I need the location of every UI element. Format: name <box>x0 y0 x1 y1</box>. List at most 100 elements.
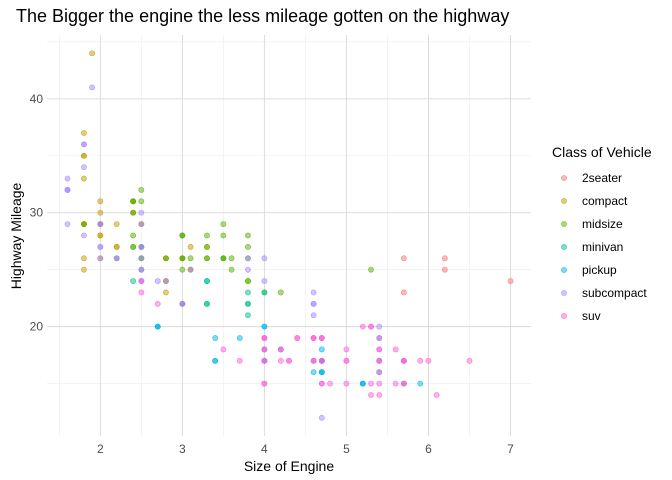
legend-key <box>561 267 567 273</box>
data-point <box>441 255 448 262</box>
data-point <box>220 255 227 262</box>
data-point <box>138 198 145 205</box>
data-point <box>228 255 235 262</box>
data-point <box>228 266 235 273</box>
data-point <box>130 243 137 250</box>
data-point <box>343 357 350 364</box>
data-point <box>204 278 210 284</box>
data-point <box>138 266 145 273</box>
data-point <box>245 278 251 284</box>
legend-key <box>561 290 567 296</box>
y-axis-ticks: 20 30 40 <box>30 92 44 334</box>
data-point <box>245 266 251 273</box>
data-point <box>113 255 120 262</box>
data-point <box>212 335 219 341</box>
data-point <box>376 323 383 330</box>
data-point <box>245 312 251 319</box>
data-point <box>376 380 383 387</box>
data-point <box>310 289 317 296</box>
data-point <box>212 357 219 364</box>
data-point <box>81 164 87 171</box>
x-tick-label: 3 <box>179 442 186 456</box>
data-point <box>392 346 399 353</box>
data-point <box>376 369 383 376</box>
data-point <box>179 266 186 273</box>
data-point <box>204 232 210 239</box>
data-point <box>97 232 104 239</box>
data-point <box>64 175 71 182</box>
legend-label: suv <box>582 309 601 323</box>
legend-label: minivan <box>582 240 623 254</box>
data-point <box>154 278 161 284</box>
data-point <box>81 221 87 228</box>
y-tick-label: 20 <box>30 320 44 334</box>
data-point <box>236 335 243 341</box>
legend: Class of Vehicle 2seater compact midsize mi… <box>552 144 652 323</box>
legend-label: midsize <box>582 217 623 231</box>
x-tick-label: 7 <box>507 442 514 456</box>
data-point <box>417 357 424 364</box>
data-point <box>81 232 87 239</box>
data-point <box>286 357 292 364</box>
data-point <box>204 300 210 307</box>
data-point <box>236 357 243 364</box>
data-point <box>376 357 383 364</box>
x-tick-label: 6 <box>425 442 432 456</box>
legend-key <box>561 313 567 319</box>
data-point <box>179 232 186 239</box>
data-point <box>376 392 383 398</box>
data-point <box>138 289 145 296</box>
data-point <box>277 346 284 353</box>
data-point <box>400 255 407 262</box>
data-point <box>466 357 473 364</box>
data-point <box>261 289 268 296</box>
legend-key <box>561 221 567 227</box>
data-point <box>400 380 407 387</box>
data-point <box>81 255 87 262</box>
data-point <box>220 232 227 239</box>
data-point <box>245 289 251 296</box>
data-point <box>138 243 145 250</box>
data-point <box>343 380 350 387</box>
data-points <box>64 50 514 421</box>
data-point <box>318 380 325 387</box>
data-point <box>187 243 194 250</box>
x-axis-ticks: 2 3 4 5 6 7 <box>97 442 514 456</box>
data-point <box>261 335 268 341</box>
data-point <box>507 278 514 284</box>
data-point <box>400 357 407 364</box>
data-point <box>310 369 317 376</box>
data-point <box>163 278 169 284</box>
data-point <box>163 289 169 296</box>
data-point <box>138 187 145 193</box>
series-pickup <box>154 300 424 387</box>
data-point <box>89 50 96 57</box>
data-point <box>81 141 87 148</box>
data-point <box>97 198 104 205</box>
data-point <box>179 300 186 307</box>
data-point <box>138 209 145 216</box>
legend-key <box>561 244 567 250</box>
data-point <box>359 380 366 387</box>
x-tick-label: 5 <box>343 442 350 456</box>
x-tick-label: 4 <box>261 442 268 456</box>
data-point <box>154 323 161 330</box>
series-2seater <box>400 255 514 296</box>
data-point <box>261 323 268 330</box>
data-point <box>343 346 350 353</box>
data-point <box>310 357 317 364</box>
legend-label: pickup <box>582 263 617 277</box>
data-point <box>113 221 120 228</box>
legend-key <box>561 175 567 181</box>
data-point <box>417 380 424 387</box>
data-point <box>261 346 268 353</box>
data-point <box>81 175 87 182</box>
data-point <box>64 187 71 193</box>
legend-title: Class of Vehicle <box>552 144 652 160</box>
data-point <box>294 335 301 341</box>
x-tick-label: 2 <box>97 442 104 456</box>
data-point <box>138 221 145 228</box>
data-point <box>318 357 325 364</box>
data-point <box>138 255 145 262</box>
data-point <box>368 266 374 273</box>
